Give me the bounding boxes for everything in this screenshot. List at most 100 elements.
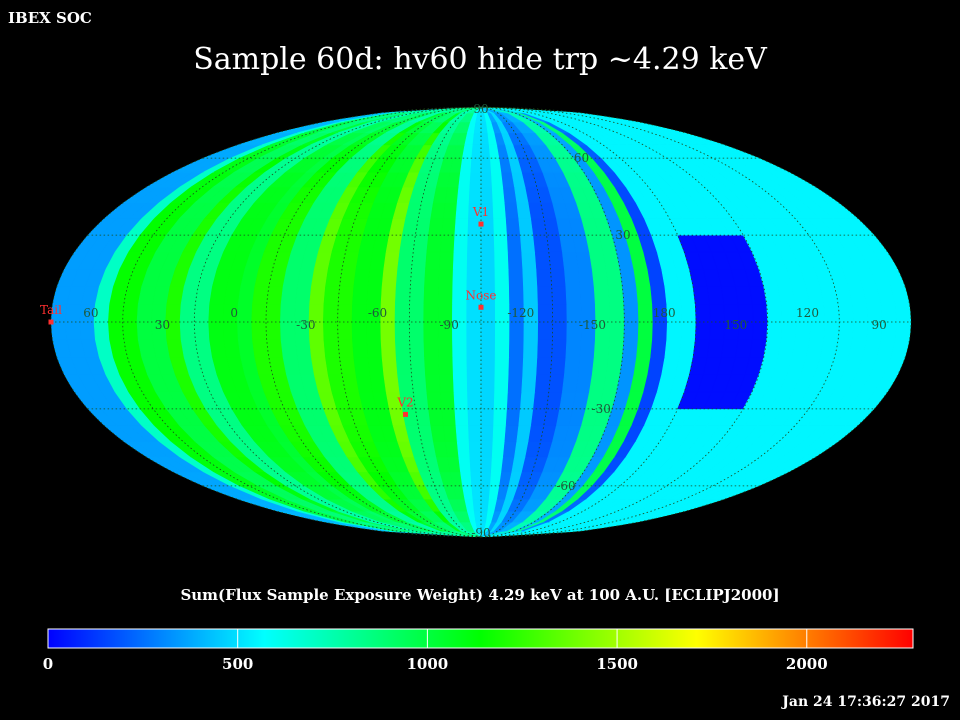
heatmap-cell xyxy=(507,374,524,393)
heatmap-cell xyxy=(577,268,595,288)
heatmap-cell xyxy=(473,121,482,134)
heatmap-cell xyxy=(447,171,461,188)
heatmap-cell xyxy=(591,356,609,376)
heatmap-cell xyxy=(493,408,508,426)
heatmap-cell xyxy=(266,286,284,305)
heatmap-cell xyxy=(456,441,471,458)
heatmap-cell xyxy=(209,339,227,358)
marker-label: Tail xyxy=(40,303,62,317)
heatmap-cell xyxy=(494,251,510,270)
heatmap-cell xyxy=(442,425,458,442)
heatmap-cell xyxy=(428,408,444,426)
heatmap-cell xyxy=(480,408,495,426)
heatmap-cell xyxy=(380,339,397,358)
heatmap-cell xyxy=(438,251,455,270)
lon-tick-label: 30 xyxy=(155,318,170,332)
lat-tick-label: 60 xyxy=(574,151,589,165)
heatmap-cell xyxy=(208,304,225,323)
heatmap-cell xyxy=(51,321,68,340)
heatmap-cell xyxy=(480,234,495,253)
heatmap-cell xyxy=(536,268,553,288)
heatmap-cell xyxy=(208,321,225,340)
heatmap-cell xyxy=(65,321,82,340)
colorbar-tick-label: 1500 xyxy=(596,655,638,673)
heatmap-cell xyxy=(108,304,125,323)
heatmap-cell xyxy=(520,391,536,410)
heatmap-cell xyxy=(467,408,482,426)
heatmap-cell xyxy=(468,425,482,442)
lat-tick-label: 30 xyxy=(615,228,630,242)
heatmap-cell xyxy=(409,339,425,358)
heatmap-cell xyxy=(534,374,551,393)
heatmap-cell xyxy=(194,304,210,323)
heatmap-cell xyxy=(505,218,521,236)
heatmap-cell xyxy=(678,286,696,305)
heatmap-cell xyxy=(438,268,454,288)
heatmap-cell xyxy=(411,374,428,393)
heatmap-cell xyxy=(520,234,536,253)
heatmap-cell xyxy=(440,234,456,253)
heatmap-cell xyxy=(194,321,210,340)
heatmap-cell xyxy=(564,356,581,376)
heatmap-cell xyxy=(680,304,697,323)
heatmap-cell xyxy=(453,234,469,253)
heatmap-cell xyxy=(409,286,425,305)
meridian-line xyxy=(265,106,482,538)
heatmap-cell xyxy=(522,268,538,288)
heatmap-cell xyxy=(780,304,797,323)
heatmap-cell xyxy=(381,356,398,376)
heatmap-cell xyxy=(367,356,385,376)
lon-tick-label: 60 xyxy=(83,306,98,320)
heatmap-cell xyxy=(607,286,625,305)
heatmap-cell xyxy=(473,510,482,523)
heatmap-cell xyxy=(366,321,382,340)
heatmap-cell xyxy=(409,321,425,340)
heatmap-cell xyxy=(494,268,510,288)
heatmap-cell xyxy=(251,321,268,340)
heatmap-cell xyxy=(426,234,442,253)
lon-tick-label: -30 xyxy=(296,318,315,332)
heatmap-cell xyxy=(452,374,468,393)
marker-label: V1 xyxy=(472,205,489,219)
lon-tick-label: 90 xyxy=(872,318,887,332)
heatmap-cell xyxy=(223,286,241,305)
heatmap-cell xyxy=(466,251,482,270)
heatmap-cell xyxy=(692,339,710,358)
heatmap-cell xyxy=(537,304,553,323)
heatmap-cell xyxy=(506,234,522,253)
heatmap-cell xyxy=(494,321,510,340)
heatmap-cell xyxy=(607,339,625,358)
heatmap-cell xyxy=(237,321,253,340)
heatmap-cell xyxy=(494,286,510,305)
heatmap-cell xyxy=(265,304,282,323)
heatmap-cell xyxy=(680,321,697,340)
heatmap-cell xyxy=(467,234,482,253)
heatmap-cell xyxy=(383,374,401,393)
heatmap-cell xyxy=(852,321,869,340)
heatmap-cell xyxy=(480,144,491,159)
heatmap-cell xyxy=(252,286,270,305)
heatmap-cell xyxy=(79,321,96,340)
heatmap-cell xyxy=(565,339,582,358)
heatmap-cell xyxy=(480,251,496,270)
heatmap-cell xyxy=(470,471,482,487)
heatmap-cell xyxy=(823,304,840,323)
heatmap-cell xyxy=(480,374,496,393)
meridian-line xyxy=(408,106,482,538)
heatmap-cell xyxy=(337,304,353,323)
chart-title: Sample 60d: hv60 hide trp ~4.29 keV xyxy=(193,42,767,77)
heatmap-cell xyxy=(325,268,343,288)
heatmap-cell xyxy=(637,321,654,340)
heatmap-cell xyxy=(480,186,494,203)
heatmap-cell xyxy=(412,234,429,253)
lon-tick-label: -90 xyxy=(440,318,459,332)
heatmap-cell xyxy=(472,498,482,512)
heatmap-cell xyxy=(424,268,440,288)
heatmap-cell xyxy=(136,304,153,323)
heatmap-cell xyxy=(706,339,725,358)
marker-label: V2 xyxy=(396,395,413,409)
lat-tick-label: 90 xyxy=(473,102,488,116)
heatmap-cell xyxy=(664,286,682,305)
heatmap-cell xyxy=(395,268,412,288)
heatmap-cell xyxy=(455,202,470,219)
